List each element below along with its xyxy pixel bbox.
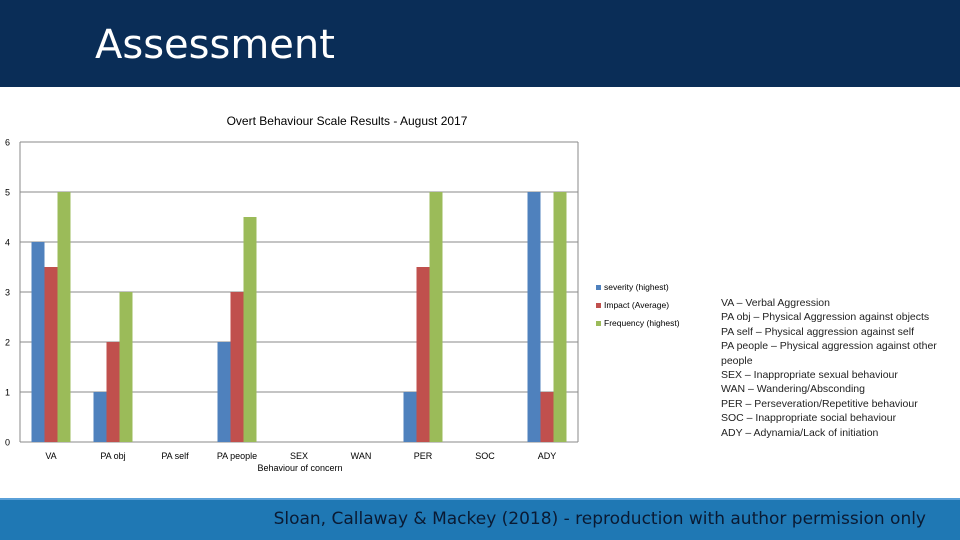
x-tick-label: ADY: [538, 451, 557, 461]
bar: [403, 392, 417, 442]
footer-bar: [0, 498, 960, 540]
x-axis-label: Behaviour of concern: [257, 463, 342, 473]
legend-label: Impact (Average): [604, 300, 669, 310]
y-tick-label: 1: [5, 388, 10, 398]
note-item: SEX – Inappropriate sexual behaviour: [721, 369, 898, 382]
citation-text: Sloan, Callaway & Mackey (2018) - reprod…: [273, 509, 926, 529]
x-tick-label: PA self: [161, 451, 189, 461]
bar: [527, 192, 541, 442]
bar: [31, 242, 45, 442]
note-item: WAN – Wandering/Absconding: [721, 383, 865, 396]
legend-label: Frequency (highest): [604, 318, 680, 328]
note-item: PA obj – Physical Aggression against obj…: [721, 311, 930, 324]
abbreviation-notes: VA – Verbal Aggression PA obj – Physical …: [721, 296, 951, 440]
legend-label: severity (highest): [604, 282, 669, 292]
x-tick-label: PER: [414, 451, 433, 461]
y-tick-label: 3: [5, 288, 10, 298]
x-tick-label: SOC: [475, 451, 495, 461]
note-item: ADY – Adynamia/Lack of initiation: [721, 426, 879, 439]
legend-swatch: [596, 321, 601, 326]
bar-chart: Overt Behaviour Scale Results - August 2…: [5, 114, 680, 473]
y-tick-label: 5: [5, 188, 10, 198]
footer-accent-line: [0, 498, 960, 500]
y-tick-label: 0: [5, 438, 10, 448]
legend-swatch: [596, 285, 601, 290]
y-tick-label: 4: [5, 238, 10, 248]
note-item: SOC – Inappropriate social behaviour: [721, 412, 897, 425]
y-tick-label: 6: [5, 138, 10, 148]
bar: [553, 192, 567, 442]
note-item: PA self – Physical aggression against se…: [721, 325, 914, 338]
page-title: Assessment: [95, 22, 335, 68]
legend-swatch: [596, 303, 601, 308]
bar: [540, 392, 554, 442]
chart-title: Overt Behaviour Scale Results - August 2…: [227, 114, 468, 128]
bar: [57, 192, 71, 442]
header-bar: [0, 0, 960, 87]
x-tick-label: VA: [45, 451, 56, 461]
bar: [106, 342, 120, 442]
note-item: PER – Perseveration/Repetitive behaviour: [721, 397, 918, 410]
bar: [93, 392, 107, 442]
bar: [416, 267, 430, 442]
x-tick-label: WAN: [351, 451, 372, 461]
bar: [217, 342, 231, 442]
x-tick-label: SEX: [290, 451, 308, 461]
bar: [243, 217, 257, 442]
bar: [119, 292, 133, 442]
chart-container: Overt Behaviour Scale Results - August 2…: [0, 105, 700, 485]
note-item: VA – Verbal Aggression: [721, 297, 830, 309]
note-item: PA people – Physical aggression against …: [721, 340, 937, 367]
bar: [429, 192, 443, 442]
bar: [230, 292, 244, 442]
x-tick-label: PA people: [217, 451, 257, 461]
bar: [44, 267, 58, 442]
y-tick-label: 2: [5, 338, 10, 348]
x-tick-label: PA obj: [100, 451, 125, 461]
